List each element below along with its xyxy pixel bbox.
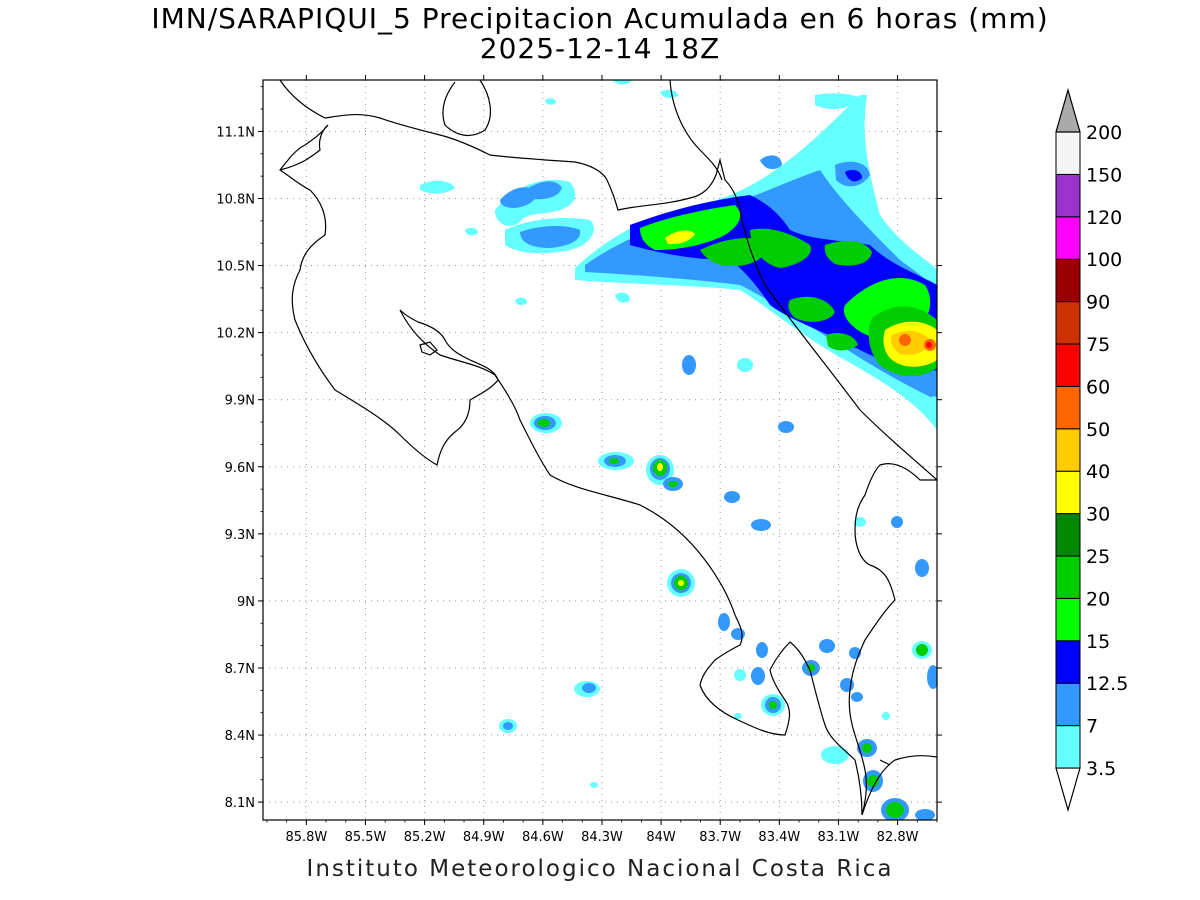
footer-credit: Instituto Meteorologico Nacional Costa R… xyxy=(306,856,894,882)
lon-tick-label: 82.8W xyxy=(877,830,919,845)
lon-tick-label: 83.7W xyxy=(699,830,741,845)
legend-swatch xyxy=(1055,597,1081,642)
lon-tick-label: 84.9W xyxy=(463,830,505,845)
lat-tick-label: 9.3N xyxy=(225,528,255,543)
lon-tick-label: 83.4W xyxy=(758,830,800,845)
legend-label: 90 xyxy=(1086,292,1110,314)
border-north xyxy=(279,80,937,481)
northern-echoes xyxy=(420,80,870,306)
border-south xyxy=(848,463,937,816)
legend-label: 7 xyxy=(1086,716,1098,738)
legend-swatch xyxy=(1055,513,1081,557)
legend-label: 30 xyxy=(1086,504,1110,526)
lat-tick-label: 11.1N xyxy=(216,125,255,140)
lon-tick-label: 84.6W xyxy=(522,830,564,845)
lat-tick-label: 9.6N xyxy=(225,461,255,476)
map-frame xyxy=(262,79,938,821)
legend-label: 25 xyxy=(1086,546,1110,568)
lat-tick-label: 8.4N xyxy=(225,729,255,744)
legend-label: 15 xyxy=(1086,631,1110,653)
legend-swatch xyxy=(1055,470,1081,515)
caribbean-coast-north xyxy=(669,80,723,181)
legend-label: 12.5 xyxy=(1086,673,1128,695)
legend-arrow-top xyxy=(1055,87,1081,133)
lon-tick-label: 84.3W xyxy=(581,830,623,845)
legend-swatch xyxy=(1055,725,1081,769)
pacific-coast-central xyxy=(399,309,736,616)
scattered-cells xyxy=(499,355,937,820)
legend-label: 3.5 xyxy=(1086,758,1116,780)
coastline-and-borders xyxy=(279,80,937,816)
legend-swatch xyxy=(1055,428,1081,472)
legend-swatch xyxy=(1055,216,1081,260)
gulf-island xyxy=(419,341,438,356)
map-title: IMN/SARAPIQUI_5 Precipitacion Acumulada … xyxy=(151,2,1049,35)
precipitation-field xyxy=(420,80,937,820)
legend-label: 150 xyxy=(1086,164,1122,186)
legend-swatch xyxy=(1055,385,1081,430)
legend-label: 120 xyxy=(1086,207,1122,229)
lat-tick-label: 10.2N xyxy=(216,327,255,342)
legend-label: 100 xyxy=(1086,249,1122,271)
legend-label: 50 xyxy=(1086,419,1110,441)
legend-swatch xyxy=(1055,173,1081,218)
legend-swatch xyxy=(1055,682,1081,727)
lat-tick-label: 10.8N xyxy=(216,192,255,207)
legend-swatch xyxy=(1055,640,1081,684)
lake-nicaragua xyxy=(442,80,492,137)
panama-coast xyxy=(861,755,937,816)
lon-tick-label: 83.1W xyxy=(818,830,860,845)
legend-label: 20 xyxy=(1086,588,1110,610)
nicoya-peninsula xyxy=(279,124,499,466)
color-legend: 3.5 7 12.5 15 20 25 30 40 50 60 75 90 100 120 150 200 xyxy=(1055,87,1128,813)
legend-swatch xyxy=(1055,555,1081,599)
legend-label: 60 xyxy=(1086,376,1110,398)
legend-label: 75 xyxy=(1086,334,1110,356)
legend-label: 40 xyxy=(1086,461,1110,483)
lat-tick-label: 10.5N xyxy=(216,260,255,275)
lon-tick-label: 85.5W xyxy=(345,830,387,845)
lat-tick-label: 8.7N xyxy=(225,662,255,677)
legend-label: 200 xyxy=(1086,122,1122,144)
lat-tick-label: 9N xyxy=(237,595,255,610)
legend-arrow-bottom xyxy=(1055,767,1081,813)
lon-tick-label: 84W xyxy=(646,830,676,845)
lat-tick-label: 8.1N xyxy=(225,796,255,811)
axis-ticks: 85.8W 85.5W 85.2W 84.9W 84.6W 84.3W 84W 83.7W 83… xyxy=(216,75,942,845)
map-subtitle: 2025-12-14 18Z xyxy=(479,32,721,65)
legend-swatch xyxy=(1055,131,1081,175)
lon-tick-label: 85.8W xyxy=(285,830,327,845)
lon-tick-label: 85.2W xyxy=(404,830,446,845)
coast-fragment xyxy=(879,759,891,766)
legend-swatch xyxy=(1055,258,1081,303)
lat-tick-label: 9.9N xyxy=(225,394,255,409)
osa-peninsula xyxy=(699,614,863,816)
legend-swatch xyxy=(1055,301,1081,345)
legend-swatch xyxy=(1055,343,1081,387)
